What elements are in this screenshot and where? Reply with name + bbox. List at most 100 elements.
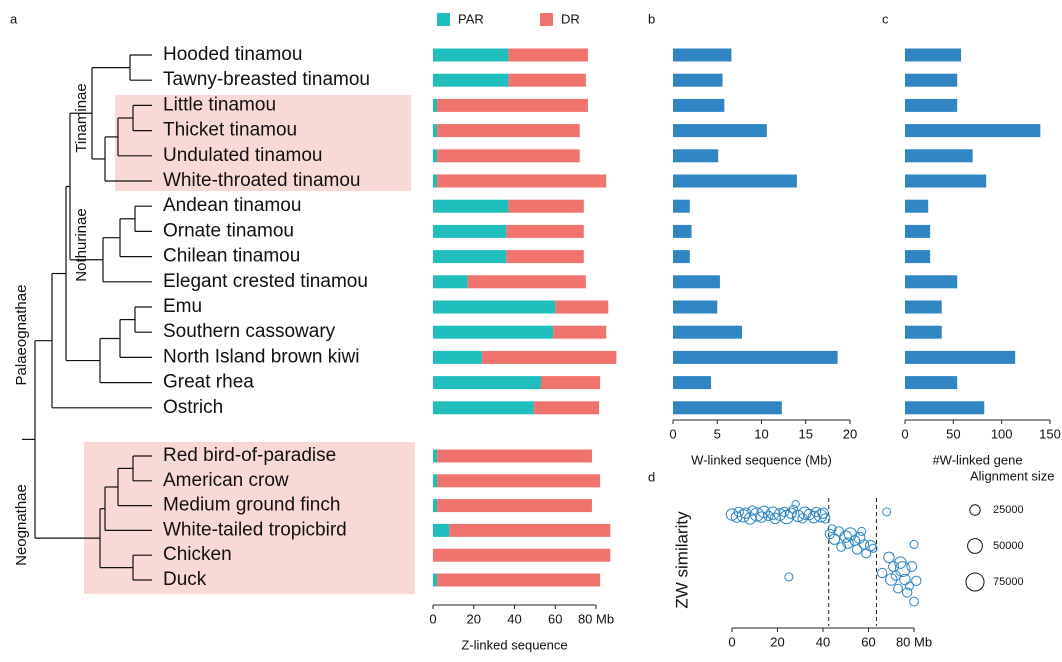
point [868,543,878,553]
bar-segment [433,300,556,314]
x-tick-label: 20 [843,426,857,441]
bar [673,325,743,339]
species-label: Elegant crested tinamou [163,271,368,292]
bar [905,401,985,415]
point [909,596,919,607]
point [791,509,805,523]
point [817,507,829,519]
point [858,539,870,550]
x-tick-label: 0 [669,426,676,441]
bar-segment [433,350,482,364]
bar-segment [433,325,554,339]
point [828,533,841,545]
bar-segment [541,376,601,390]
bar [673,250,690,264]
bar [905,98,958,112]
point [865,539,877,552]
bar [673,275,720,289]
bar-segment [433,48,509,62]
x-tick-label: 60 [861,634,875,649]
bar-segment [555,300,609,314]
x-tick-label: 0 [901,426,908,441]
bar-segment [481,350,617,364]
legend-label: 25000 [993,504,1024,516]
bar-segment [437,149,580,163]
bar-segment [508,48,588,62]
point [911,575,922,586]
x-axis-label: Z-linked sequence [461,637,567,652]
bar [673,401,782,415]
x-tick-label: 0 [429,611,436,626]
species-label: Tawny-breasted tinamou [163,69,370,90]
bar [905,376,958,390]
x-tick-label: 80 Mb [896,634,932,649]
species-label: Chicken [163,544,232,565]
point [857,526,867,536]
legend-title: Alignment size [970,468,1055,483]
species-label: Thicket tinamou [163,120,297,141]
species-label: White-tailed tropicbird [163,519,347,540]
bar-segment [508,199,584,213]
bar-segment [506,250,584,264]
x-tick-label: 10 [754,426,768,441]
x-tick-label: 15 [799,426,813,441]
species-label: Great rhea [163,372,254,393]
point [893,583,904,594]
x-tick-label: 40 [816,634,830,649]
clade-label: Nothurinae [73,208,90,281]
legend-swatch [437,13,450,26]
point [736,509,751,523]
bar [673,73,723,87]
bar [673,350,838,364]
point [827,524,837,534]
bar-segment [433,275,468,289]
point [747,505,758,516]
bar-segment [508,73,586,87]
x-tick-label: 100 [991,426,1013,441]
bar [905,73,958,87]
bar [673,48,732,62]
bar [905,124,1041,138]
bar [905,275,958,289]
bar-segment [433,573,438,587]
x-tick-label: 5 [714,426,721,441]
legend-label: 75000 [993,576,1024,588]
species-label: Red bird-of-paradise [163,445,336,466]
point [763,510,774,521]
bar-segment [467,275,586,289]
bar [673,124,767,138]
x-tick-label: 20 [467,611,481,626]
bar [905,149,973,163]
species-label: Southern cassowary [163,321,336,342]
species-label: Ostrich [163,397,223,418]
point [899,573,911,586]
species-label: Medium ground finch [163,495,340,516]
x-tick-label: 80 Mb [578,611,614,626]
species-label: Chilean tinamou [163,246,300,267]
species-label: Emu [163,296,202,317]
species-label: Ornate tinamou [163,220,294,241]
species-label: North Island brown kiwi [163,346,359,367]
bar [905,350,1016,364]
point [798,506,812,520]
point [876,567,888,579]
bar-segment [433,149,438,163]
bar-segment [433,124,438,138]
point [888,561,899,572]
bar [673,300,718,314]
clade-label: Palaeognathae [13,285,30,386]
legend-label: PAR [458,11,484,26]
bar [905,174,987,188]
x-axis-label: #W-linked gene [932,452,1022,467]
panel-label: b [648,11,655,26]
point [791,499,800,509]
species-label: White-throated tinamou [163,170,361,191]
point [779,506,790,518]
bar [673,199,690,213]
legend-swatch [540,13,553,26]
species-label: Hooded tinamou [163,44,302,65]
point [842,537,854,549]
bar [905,48,962,62]
point [851,544,863,555]
bar-segment [433,523,450,537]
